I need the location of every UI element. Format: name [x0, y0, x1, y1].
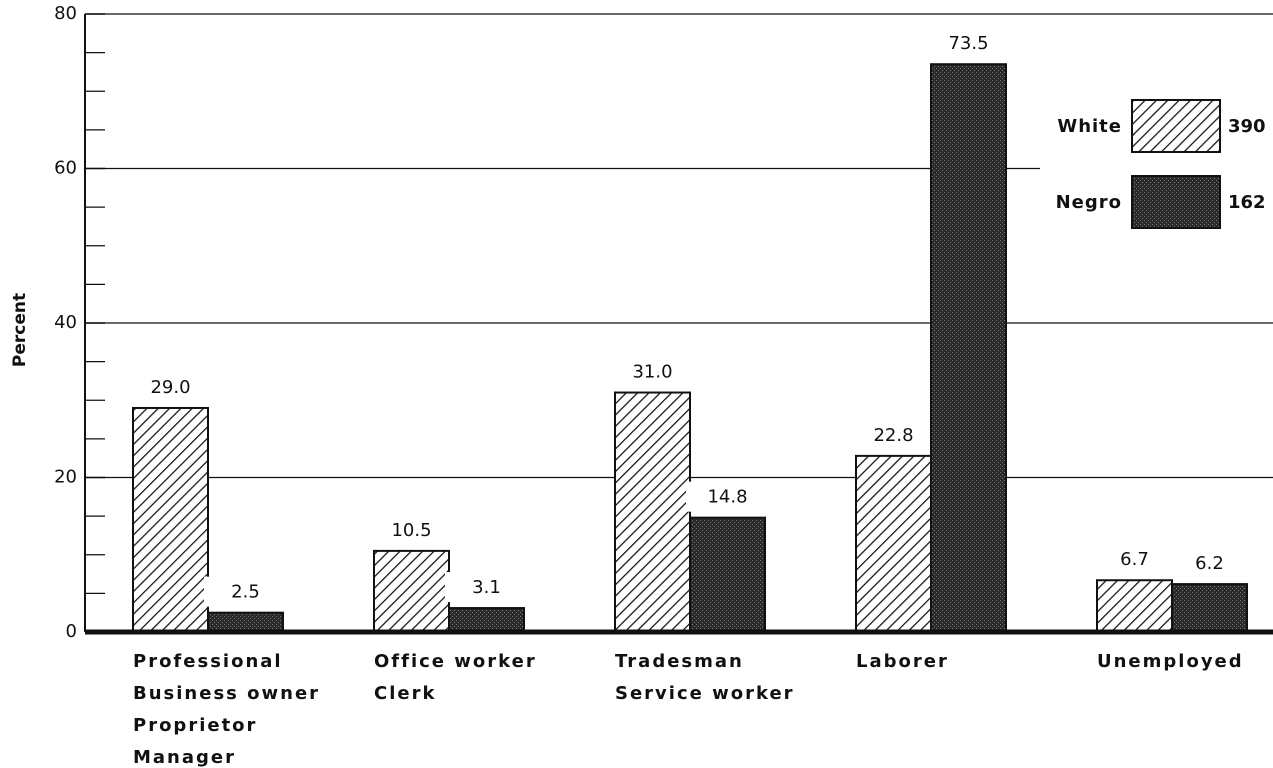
- legend-label: Negro: [1056, 192, 1122, 213]
- label-bg: [129, 371, 212, 402]
- x-tick-label: Professional: [133, 651, 283, 672]
- x-tick-label: Tradesman: [615, 651, 744, 672]
- x-tick-label: Business owner: [133, 683, 320, 704]
- bar: [1171, 583, 1248, 633]
- bar: [132, 406, 209, 633]
- data-label: 10.5: [391, 520, 431, 541]
- data-label: 14.8: [707, 487, 747, 508]
- data-label: 6.2: [1195, 553, 1224, 574]
- bar: [930, 63, 1007, 633]
- x-tick-label: Clerk: [374, 683, 436, 704]
- bar: [689, 516, 766, 633]
- x-tick-label: Laborer: [856, 651, 949, 672]
- data-label: 6.7: [1120, 549, 1149, 570]
- data-label: 3.1: [472, 577, 501, 598]
- label-bg: [927, 28, 1010, 59]
- label-bg: [1168, 548, 1251, 579]
- bar: [614, 391, 691, 633]
- y-axis-label: Percent: [10, 293, 30, 367]
- x-tick-label: Service worker: [615, 683, 795, 704]
- label-bg: [611, 356, 694, 387]
- bar: [207, 611, 284, 633]
- legend-swatch: [1131, 175, 1221, 229]
- x-tick-label: Proprietor: [133, 715, 257, 736]
- bar: [1096, 579, 1173, 633]
- legend-swatch: [1131, 99, 1221, 153]
- legend-label: White: [1057, 116, 1122, 137]
- y-tick-label: 20: [54, 467, 77, 488]
- x-tick-label: Manager: [133, 747, 236, 768]
- bar: [373, 549, 450, 634]
- legend-count: 162: [1228, 192, 1266, 213]
- data-label: 22.8: [873, 425, 913, 446]
- label-bg: [445, 572, 528, 603]
- bar: [855, 454, 932, 633]
- data-label: 2.5: [231, 582, 260, 603]
- x-tick-label: Unemployed: [1097, 651, 1244, 672]
- label-bg: [686, 481, 769, 512]
- y-tick-label: 0: [66, 621, 77, 642]
- data-label: 29.0: [150, 377, 190, 398]
- legend-count: 390: [1228, 116, 1266, 137]
- x-tick-label: Office worker: [374, 651, 537, 672]
- data-label: 31.0: [632, 362, 672, 383]
- label-bg: [370, 514, 453, 545]
- label-bg: [852, 419, 935, 450]
- data-label: 73.5: [948, 33, 988, 54]
- y-tick-label: 80: [54, 3, 77, 24]
- label-bg: [204, 576, 287, 607]
- y-tick-label: 60: [54, 158, 77, 179]
- label-bg: [1093, 544, 1176, 575]
- y-tick-label: 40: [54, 312, 77, 333]
- bar: [448, 607, 525, 633]
